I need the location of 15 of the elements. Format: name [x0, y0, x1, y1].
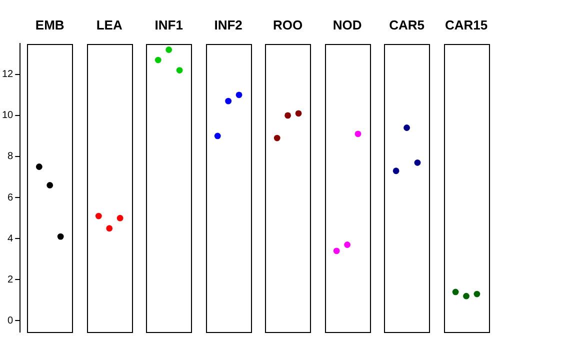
x-tick-label: ROO [272, 17, 303, 32]
x-tick-label: CAR5 [389, 17, 424, 32]
y-tick-label: 10 [2, 110, 14, 122]
y-tick-label: 4 [8, 233, 14, 244]
y-tick-label: 2 [8, 274, 14, 286]
x-tick-label: LEA [96, 17, 123, 32]
y-tick-label: 0 [8, 315, 14, 326]
x-tick-label: INF1 [154, 17, 183, 32]
y-tick-label: 6 [8, 192, 14, 204]
x-tick-label: NOD [332, 17, 362, 32]
y-tick-label: 12 [2, 69, 14, 80]
y-tick-label: 8 [8, 151, 14, 162]
x-tick-label: INF2 [214, 17, 242, 32]
x-tick-label: CAR15 [444, 17, 488, 32]
x-tick-label: EMB [35, 17, 64, 32]
